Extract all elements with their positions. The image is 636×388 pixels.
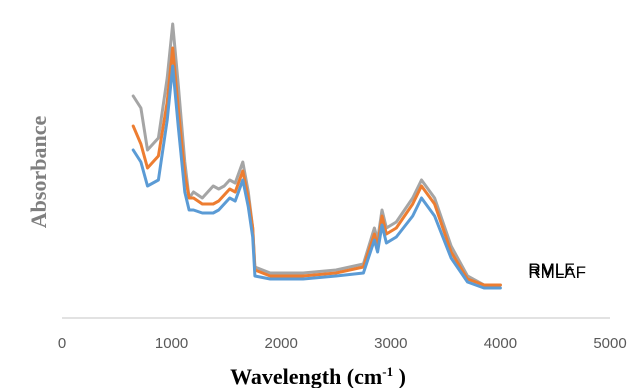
x-axis-label-main: Wavelength (cm <box>230 364 382 388</box>
x-axis-label: Wavelength (cm-1 ) <box>230 364 406 388</box>
x-axis-label-superscript: -1 <box>382 364 393 379</box>
y-axis-label: Absorbance <box>26 116 51 229</box>
x-tick-labels: 0 1000 2000 3000 4000 5000 <box>58 335 627 352</box>
x-tick-label: 0 <box>58 335 66 352</box>
series-line-rmlaf <box>131 64 502 290</box>
x-tick-label: 2000 <box>265 335 298 352</box>
x-axis-label-tail: ) <box>393 364 406 388</box>
x-tick-label: 4000 <box>484 335 517 352</box>
series-line-rmlf <box>131 46 502 287</box>
series-label-rmlaf: RMLAF <box>528 263 586 282</box>
x-tick-label: 1000 <box>155 335 188 352</box>
series-label-rml: RML <box>528 260 564 279</box>
series-label-rmlf: RMLF <box>528 260 574 279</box>
x-tick-label: 5000 <box>593 335 626 352</box>
series-lines <box>131 22 502 290</box>
x-tick-label: 3000 <box>374 335 407 352</box>
